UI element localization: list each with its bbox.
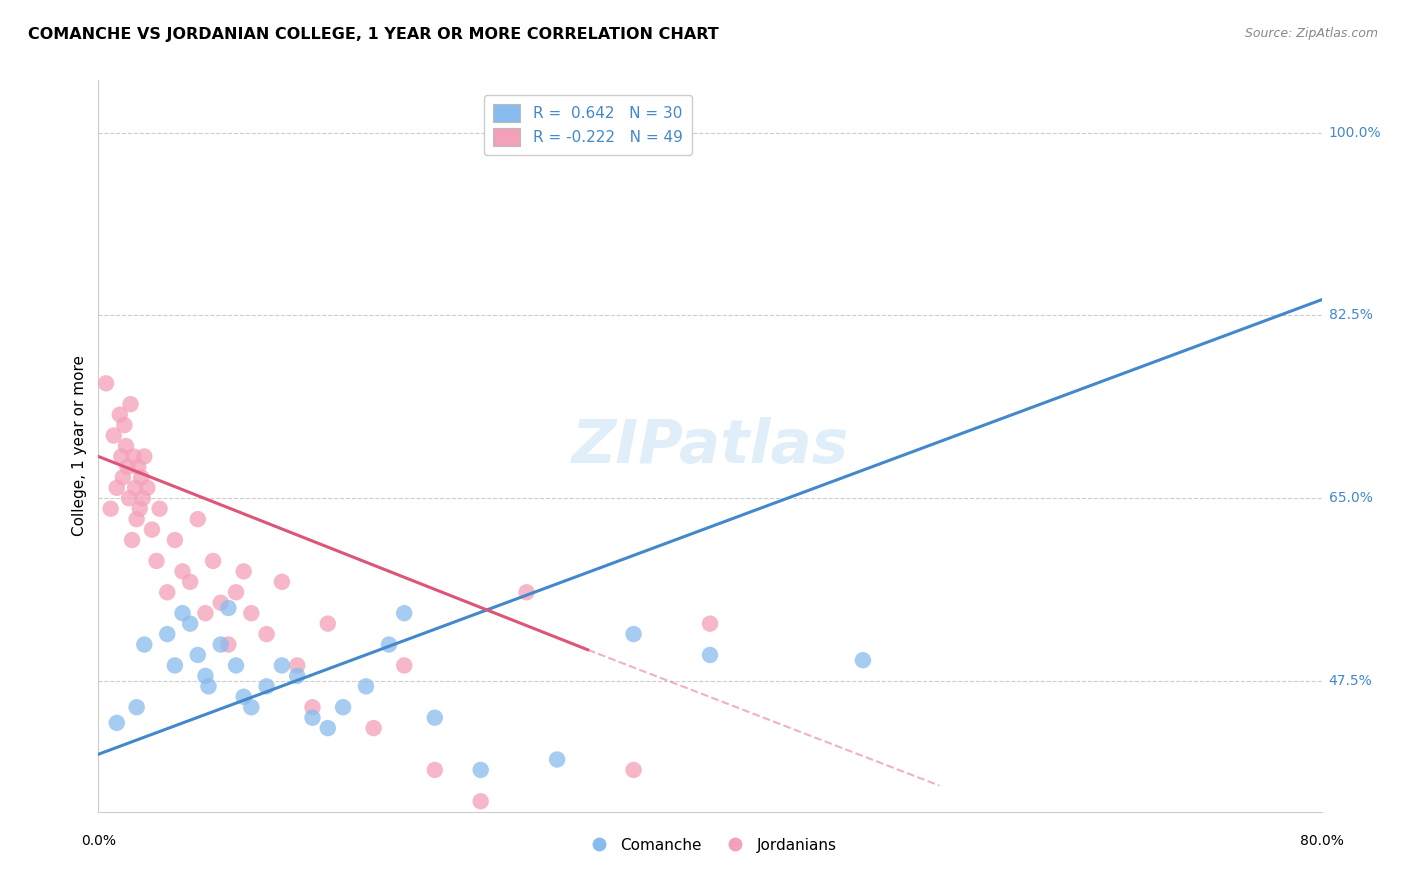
Point xyxy=(117,459,139,474)
Point xyxy=(202,554,225,568)
Text: COMANCHE VS JORDANIAN COLLEGE, 1 YEAR OR MORE CORRELATION CHART: COMANCHE VS JORDANIAN COLLEGE, 1 YEAR OR… xyxy=(28,27,718,42)
Point xyxy=(209,638,232,652)
Point xyxy=(172,565,194,579)
Point xyxy=(852,653,875,667)
Point xyxy=(122,450,145,464)
Point xyxy=(623,627,645,641)
Point xyxy=(172,606,194,620)
Text: 65.0%: 65.0% xyxy=(1329,491,1372,505)
Point xyxy=(103,428,125,442)
Point xyxy=(256,679,278,693)
Point xyxy=(363,721,385,735)
Point xyxy=(316,616,339,631)
Point xyxy=(240,700,263,714)
Point xyxy=(270,574,294,589)
Point xyxy=(115,439,138,453)
Point xyxy=(354,679,377,693)
Point xyxy=(111,470,134,484)
Point xyxy=(623,763,645,777)
Point xyxy=(301,700,323,714)
Point xyxy=(108,408,131,422)
Point xyxy=(240,606,263,620)
Point xyxy=(316,721,339,735)
Point xyxy=(197,679,219,693)
Point xyxy=(129,470,152,484)
Point xyxy=(392,658,416,673)
Point xyxy=(128,501,150,516)
Point xyxy=(127,459,149,474)
Point xyxy=(145,554,167,568)
Point xyxy=(179,616,201,631)
Text: ZIPatlas: ZIPatlas xyxy=(571,417,849,475)
Point xyxy=(270,658,294,673)
Point xyxy=(132,491,155,506)
Point xyxy=(217,638,239,652)
Point xyxy=(134,638,156,652)
Point xyxy=(301,711,323,725)
Point xyxy=(105,715,128,730)
Point xyxy=(163,658,186,673)
Point xyxy=(121,533,143,547)
Point xyxy=(134,450,156,464)
Point xyxy=(163,533,186,547)
Point xyxy=(136,481,159,495)
Point xyxy=(110,450,132,464)
Point xyxy=(194,606,217,620)
Text: 47.5%: 47.5% xyxy=(1329,674,1372,688)
Point xyxy=(699,648,721,662)
Point xyxy=(209,596,232,610)
Point xyxy=(256,627,278,641)
Point xyxy=(423,763,446,777)
Point xyxy=(120,397,142,411)
Point xyxy=(699,616,721,631)
Point xyxy=(225,585,247,599)
Legend: Comanche, Jordanians: Comanche, Jordanians xyxy=(578,831,842,859)
Point xyxy=(423,711,446,725)
Point xyxy=(125,700,148,714)
Point xyxy=(217,601,239,615)
Text: 100.0%: 100.0% xyxy=(1329,126,1381,139)
Point xyxy=(232,565,254,579)
Point xyxy=(194,669,217,683)
Point xyxy=(94,376,117,391)
Point xyxy=(332,700,354,714)
Point xyxy=(118,491,141,506)
Point xyxy=(149,501,172,516)
Point xyxy=(470,763,492,777)
Point xyxy=(187,512,209,526)
Point xyxy=(105,481,128,495)
Y-axis label: College, 1 year or more: College, 1 year or more xyxy=(72,356,87,536)
Point xyxy=(285,669,308,683)
Text: Source: ZipAtlas.com: Source: ZipAtlas.com xyxy=(1244,27,1378,40)
Text: 80.0%: 80.0% xyxy=(1299,834,1344,848)
Point xyxy=(392,606,416,620)
Point xyxy=(225,658,247,673)
Text: 82.5%: 82.5% xyxy=(1329,309,1372,322)
Point xyxy=(112,418,135,433)
Point xyxy=(285,658,308,673)
Point xyxy=(187,648,209,662)
Point xyxy=(232,690,254,704)
Point xyxy=(141,523,163,537)
Point xyxy=(516,585,538,599)
Point xyxy=(156,627,179,641)
Text: 0.0%: 0.0% xyxy=(82,834,115,848)
Point xyxy=(124,481,146,495)
Point xyxy=(125,512,148,526)
Point xyxy=(156,585,179,599)
Point xyxy=(470,794,492,808)
Point xyxy=(378,638,401,652)
Point xyxy=(179,574,201,589)
Point xyxy=(100,501,122,516)
Point xyxy=(546,752,568,766)
